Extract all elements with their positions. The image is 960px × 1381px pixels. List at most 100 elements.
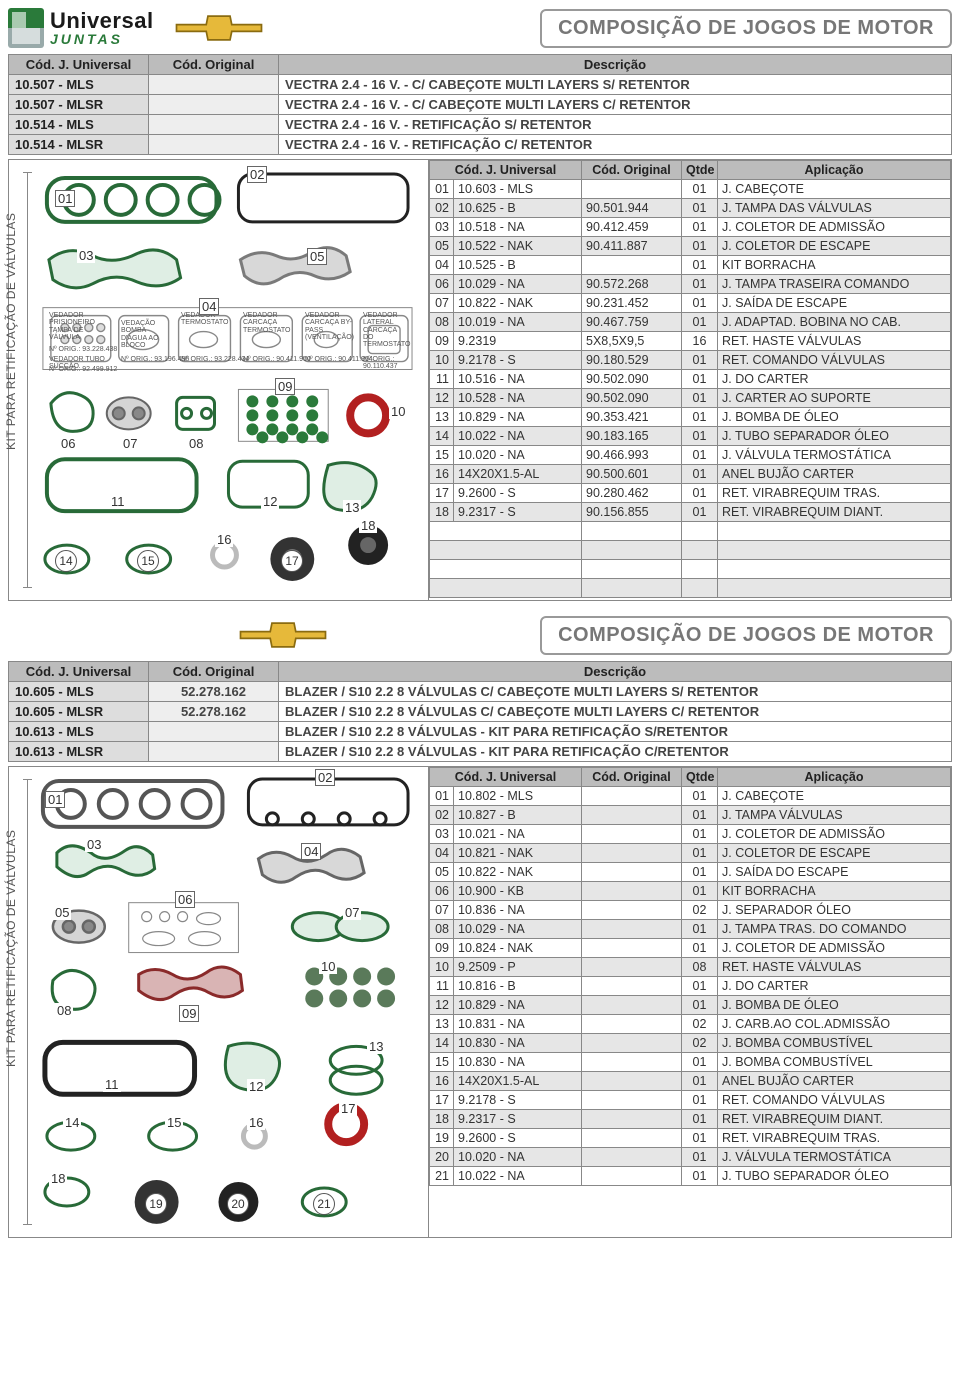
parts-row: 0710.822 - NAK90.231.45201J. SAÍDA DE ES… [430, 294, 951, 313]
parts-row: 189.2317 - S01RET. VIRABREQUIM DIANT. [430, 1110, 951, 1129]
part-orig: 90.280.462 [582, 484, 682, 503]
intro-code: 10.514 - MLSR [9, 135, 149, 155]
part-orig [582, 939, 682, 958]
intro-orig [149, 722, 279, 742]
chevrolet-logo-icon [238, 615, 328, 655]
parts-row: 189.2317 - S90.156.85501RET. VIRABREQUIM… [430, 503, 951, 522]
part-qty: 01 [682, 427, 718, 446]
intro-header-code: Cód. J. Universal [9, 55, 149, 75]
part-qty: 01 [682, 882, 718, 901]
part-qty: 16 [682, 332, 718, 351]
parts-row: 1410.022 - NA90.183.16501J. TUBO SEPARAD… [430, 427, 951, 446]
parts-row: 0410.821 - NAK 01J. COLETOR DE ESCAPE [430, 844, 951, 863]
diagram-svg-2 [9, 767, 428, 1236]
part-qty: 02 [682, 1034, 718, 1053]
part-app: J. BOMBA DE ÓLEO [718, 996, 951, 1015]
parts-row: 0310.021 - NA01J. COLETOR DE ADMISSÃO [430, 825, 951, 844]
parts-row: 179.2600 - S90.280.46201RET. VIRABREQUIM… [430, 484, 951, 503]
part-qty: 01 [682, 370, 718, 389]
diagram-block2: KIT PARA RETIFICAÇÃO DE VÁLVULAS [9, 767, 429, 1237]
brand-line2: JUNTAS [50, 32, 154, 46]
part-num: 04 [430, 256, 454, 275]
part-qty: 01 [682, 920, 718, 939]
part-qty: 01 [682, 294, 718, 313]
part-code: 9.2319 [454, 332, 582, 351]
intro-row: 10.613 - MLSRBLAZER / S10 2.2 8 VÁLVULAS… [9, 742, 952, 762]
part-orig: 90.180.529 [582, 351, 682, 370]
part-code: 10.831 - NA [454, 1015, 582, 1034]
part-orig: 90.467.759 [582, 313, 682, 332]
part-orig: 90.353.421 [582, 408, 682, 427]
intro-header-orig: Cód. Original [149, 55, 279, 75]
part-qty: 01 [682, 939, 718, 958]
header: Universal JUNTAS COMPOSIÇÃO DE JOGOS DE … [8, 8, 952, 48]
part-orig [582, 825, 682, 844]
part-qty: 01 [682, 446, 718, 465]
part-app: J. TAMPA TRASEIRA COMANDO [718, 275, 951, 294]
intro-code: 10.507 - MLS [9, 75, 149, 95]
intro-orig [149, 742, 279, 762]
part-code: 10.829 - NA [454, 408, 582, 427]
part-num: 14 [430, 427, 454, 446]
part-orig [582, 787, 682, 806]
part-app: J. VÁLVULA TERMOSTÁTICA [718, 446, 951, 465]
part-app: J. COLETOR DE ESCAPE [718, 844, 951, 863]
part-orig: 90.500.601 [582, 465, 682, 484]
part-app: J. TAMPA TRAS. DO COMANDO [718, 920, 951, 939]
part-app: J. SEPARADOR ÓLEO [718, 901, 951, 920]
part-orig: 90.572.268 [582, 275, 682, 294]
intro-table-block2: Cód. J. Universal Cód. Original Descriçã… [8, 661, 952, 762]
part-code: 9.2600 - S [454, 1129, 582, 1148]
part-code: 10.625 - B [454, 199, 582, 218]
part-orig [582, 180, 682, 199]
part-orig [582, 1110, 682, 1129]
part-orig: 5X8,5X9,5 [582, 332, 682, 351]
part-code: 9.2178 - S [454, 351, 582, 370]
parts-row: 1110.816 - B01J. DO CARTER [430, 977, 951, 996]
part-code: 10.830 - NA [454, 1053, 582, 1072]
part-app: RET. VIRABREQUIM DIANT. [718, 503, 951, 522]
part-code: 10.821 - NAK [454, 844, 582, 863]
part-qty: 01 [682, 996, 718, 1015]
part-orig [582, 996, 682, 1015]
parts-row: 0210.827 - B01J. TAMPA VÁLVULAS [430, 806, 951, 825]
part-num: 15 [430, 446, 454, 465]
intro-code: 10.613 - MLSR [9, 742, 149, 762]
intro-row: 10.507 - MLSVECTRA 2.4 - 16 V. - C/ CABE… [9, 75, 952, 95]
intro-code: 10.605 - MLS [9, 682, 149, 702]
part-num: 10 [430, 351, 454, 370]
part-app: J. DO CARTER [718, 977, 951, 996]
intro-code: 10.514 - MLS [9, 115, 149, 135]
intro-row: 10.514 - MLSVECTRA 2.4 - 16 V. - RETIFIC… [9, 115, 952, 135]
parts-row: 2110.022 - NA01J. TUBO SEPARADOR ÓLEO [430, 1167, 951, 1186]
intro-row: 10.613 - MLSBLAZER / S10 2.2 8 VÁLVULAS … [9, 722, 952, 742]
part-qty: 01 [682, 844, 718, 863]
part-qty: 01 [682, 1129, 718, 1148]
part-code: 9.2600 - S [454, 484, 582, 503]
part-num: 02 [430, 806, 454, 825]
intro-code: 10.605 - MLSR [9, 702, 149, 722]
part-code: 9.2317 - S [454, 503, 582, 522]
intro-table-block1: Cód. J. Universal Cód. Original Descriçã… [8, 54, 952, 155]
part-qty: 01 [682, 977, 718, 996]
part-num: 21 [430, 1167, 454, 1186]
intro-desc: VECTRA 2.4 - 16 V. - RETIFICAÇÃO C/ RETE… [279, 135, 952, 155]
intro-orig [149, 75, 279, 95]
part-num: 04 [430, 844, 454, 863]
diagram-block1: KIT PARA RETIFICAÇÃO DE VÁLVULAS [9, 160, 429, 600]
part-code: 10.020 - NA [454, 446, 582, 465]
parts-row: 0710.836 - NA02J. SEPARADOR ÓLEO [430, 901, 951, 920]
parts-row: 1310.831 - NA02J. CARB.AO COL.ADMISSÃO [430, 1015, 951, 1034]
part-qty: 01 [682, 180, 718, 199]
part-app: J. VÁLVULA TERMOSTÁTICA [718, 1148, 951, 1167]
header-2: COMPOSIÇÃO DE JOGOS DE MOTOR [8, 615, 952, 655]
parts-row: 0810.029 - NA01J. TAMPA TRAS. DO COMANDO [430, 920, 951, 939]
intro-orig: 52.278.162 [149, 702, 279, 722]
part-orig: 90.502.090 [582, 370, 682, 389]
part-num: 03 [430, 825, 454, 844]
parts-row: 099.23195X8,5X9,516RET. HASTE VÁLVULAS [430, 332, 951, 351]
part-code: 10.516 - NA [454, 370, 582, 389]
part-qty: 01 [682, 1072, 718, 1091]
part-qty: 01 [682, 806, 718, 825]
part-code: 10.022 - NA [454, 427, 582, 446]
